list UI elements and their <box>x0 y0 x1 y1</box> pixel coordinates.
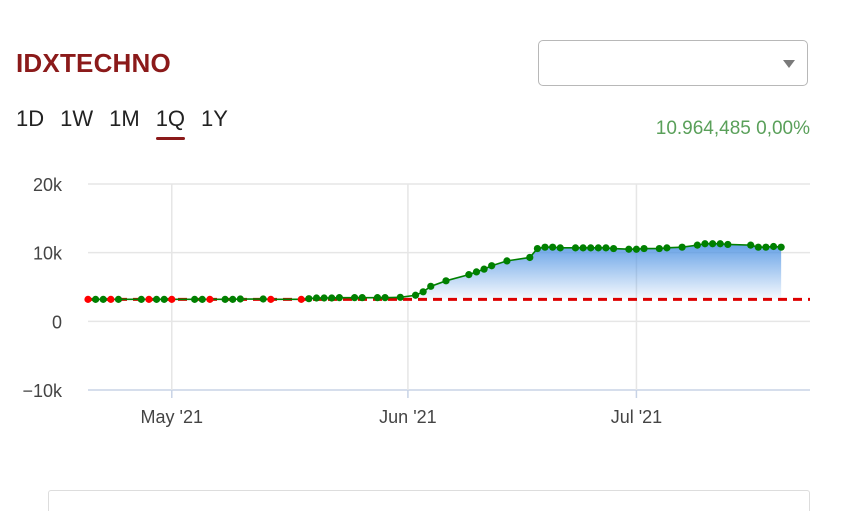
data-point <box>152 295 161 303</box>
y-tick-labels: −10k 0 10k 20k <box>22 175 63 401</box>
x-tick-label: May '21 <box>141 407 203 427</box>
data-point <box>663 244 671 252</box>
y-tick-label: 10k <box>33 244 63 264</box>
data-point <box>465 271 473 279</box>
data-point <box>724 240 732 249</box>
data-point <box>206 295 214 303</box>
next-panel <box>48 490 810 511</box>
x-tick-label: Jul '21 <box>611 407 662 427</box>
data-point <box>328 294 336 302</box>
data-point <box>777 243 785 251</box>
data-points <box>84 240 785 303</box>
data-point <box>587 244 595 252</box>
data-point <box>754 243 762 251</box>
data-point <box>221 295 229 303</box>
data-point <box>678 243 686 251</box>
data-point <box>480 265 488 273</box>
data-point <box>549 243 557 251</box>
y-tick-label: 20k <box>33 175 63 195</box>
data-point <box>145 295 153 303</box>
data-point <box>335 294 343 302</box>
data-point <box>168 295 176 303</box>
data-point <box>625 245 633 253</box>
range-tab-1y[interactable]: 1Y <box>201 106 228 131</box>
data-point <box>693 241 701 249</box>
data-point <box>602 244 610 252</box>
range-tab-1w[interactable]: 1W <box>60 106 94 131</box>
data-point <box>640 244 648 253</box>
data-point <box>358 294 366 302</box>
data-point <box>526 253 534 262</box>
data-point <box>84 295 92 303</box>
data-point <box>312 294 321 302</box>
data-point <box>381 294 389 302</box>
data-point <box>92 295 100 303</box>
page-title: IDXTECHNO <box>16 48 171 78</box>
data-point <box>594 244 602 252</box>
data-point <box>419 288 427 296</box>
y-tick-label: −10k <box>22 381 63 401</box>
data-point <box>556 244 564 252</box>
y-gridlines <box>88 183 810 391</box>
data-point <box>655 244 663 253</box>
data-point <box>541 243 549 251</box>
range-tabs: 1D 1W 1M 1Q 1Y <box>16 106 244 140</box>
range-tab-1d[interactable]: 1D <box>16 106 45 131</box>
data-point <box>99 295 107 303</box>
data-point <box>762 243 770 251</box>
data-point <box>708 240 717 248</box>
data-point <box>259 295 267 303</box>
data-point <box>350 294 359 302</box>
price-chart: −10k 0 10k 20k May '21 Jun '21 Jul '21 <box>22 175 810 427</box>
data-point <box>571 244 580 252</box>
data-point <box>747 241 755 249</box>
price-quote: 10.964,485 0,00% <box>655 118 810 139</box>
data-point <box>632 245 641 253</box>
data-point <box>503 257 511 265</box>
chevron-down-icon <box>783 60 795 68</box>
data-point <box>533 244 542 253</box>
data-point <box>373 294 382 302</box>
data-point <box>114 295 123 303</box>
range-tab-1m[interactable]: 1M <box>109 106 140 131</box>
data-point <box>411 291 420 299</box>
data-point <box>320 294 328 302</box>
data-point <box>160 295 168 303</box>
x-tick-labels: May '21 Jun '21 Jul '21 <box>141 407 663 427</box>
data-point <box>297 295 305 303</box>
data-point <box>198 295 206 303</box>
data-point <box>396 293 404 301</box>
y-tick-label: 0 <box>52 312 62 332</box>
x-tick-label: Jun '21 <box>379 407 436 427</box>
area-path <box>88 243 782 300</box>
data-point <box>488 262 496 270</box>
data-point <box>701 240 709 248</box>
data-point <box>267 295 275 303</box>
data-point <box>769 242 778 251</box>
area-fill <box>88 243 782 300</box>
data-point <box>609 244 618 253</box>
data-point <box>442 277 450 285</box>
index-select[interactable] <box>538 40 808 86</box>
data-point <box>229 295 237 303</box>
data-point <box>236 295 244 303</box>
data-point <box>191 295 199 303</box>
range-tab-1q[interactable]: 1Q <box>155 106 186 140</box>
data-point <box>579 244 587 252</box>
data-point <box>427 282 435 290</box>
data-point <box>472 268 481 276</box>
data-point <box>305 295 313 303</box>
data-point <box>716 240 724 248</box>
data-point <box>137 295 145 303</box>
data-point <box>107 295 115 303</box>
